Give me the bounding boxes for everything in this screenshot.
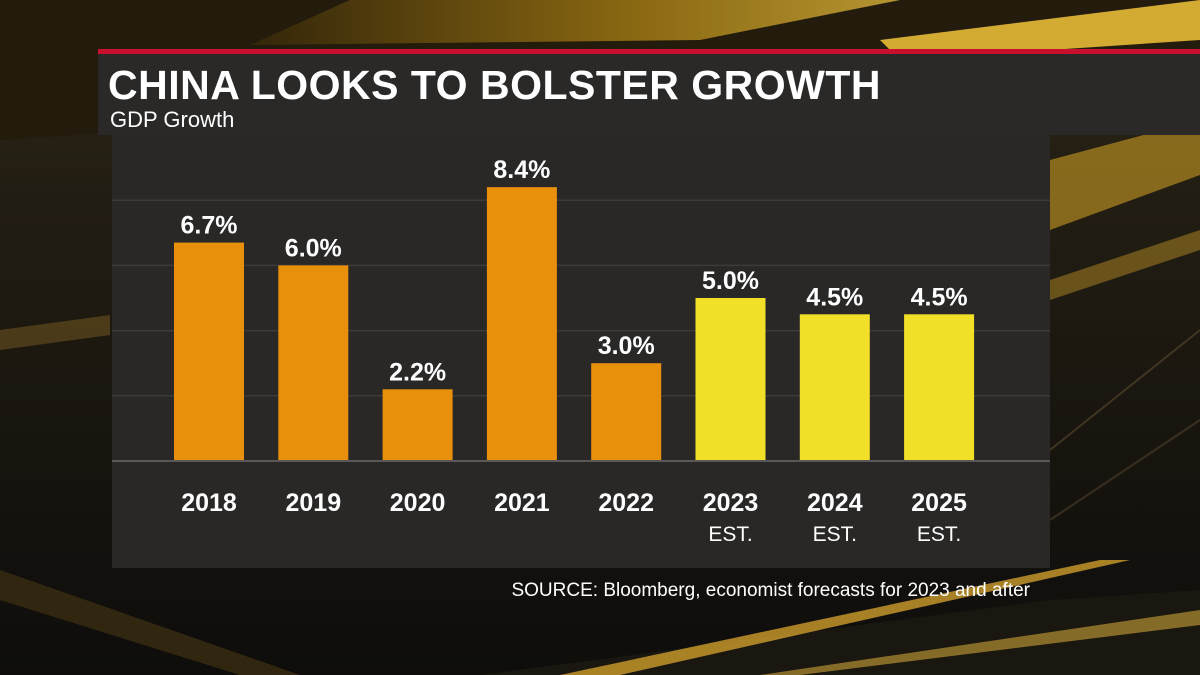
- x-tick-label: 2021: [494, 489, 550, 517]
- x-tick-label: 2020: [390, 489, 446, 517]
- data-label: 4.5%: [911, 283, 968, 311]
- bar: [382, 389, 453, 461]
- bar: [486, 187, 557, 461]
- bar-chart: 6.7% 2018 6.0% 2019 2.2% 2020 8.4% 2021 3.0% 2022…: [112, 156, 1050, 546]
- x-tick-label: 2025: [911, 489, 967, 517]
- x-tick-label: 2019: [285, 489, 341, 517]
- x-tick-sublabel: EST.: [813, 523, 857, 546]
- chart-panel: 6.7% 2018 6.0% 2019 2.2% 2020 8.4% 2021 3.0% 2022…: [112, 135, 1050, 568]
- x-tick-label: 2018: [181, 489, 237, 517]
- x-tick-label: 2022: [598, 489, 654, 517]
- data-label: 2.2%: [389, 358, 446, 386]
- bar: [904, 314, 975, 461]
- source-note: SOURCE: Bloomberg, economist forecasts f…: [511, 580, 1030, 601]
- bar: [695, 298, 766, 461]
- data-label: 4.5%: [806, 283, 863, 311]
- x-tick-label: 2024: [807, 489, 863, 517]
- data-label: 6.7%: [181, 212, 238, 240]
- data-label: 6.0%: [285, 234, 342, 262]
- data-label: 5.0%: [702, 267, 759, 295]
- title-bar: CHINA LOOKS TO BOLSTER GROWTH GDP Growth: [98, 49, 1200, 135]
- x-tick-sublabel: EST.: [917, 523, 961, 546]
- bar: [799, 314, 870, 461]
- bar: [174, 242, 244, 461]
- chart-subtitle: GDP Growth: [110, 107, 235, 132]
- chart-title: CHINA LOOKS TO BOLSTER GROWTH: [108, 62, 881, 108]
- bar: [278, 265, 349, 461]
- data-label: 8.4%: [493, 156, 550, 184]
- x-tick-label: 2023: [703, 489, 759, 517]
- data-label: 3.0%: [598, 332, 655, 360]
- bar: [591, 363, 662, 461]
- x-tick-sublabel: EST.: [708, 523, 752, 546]
